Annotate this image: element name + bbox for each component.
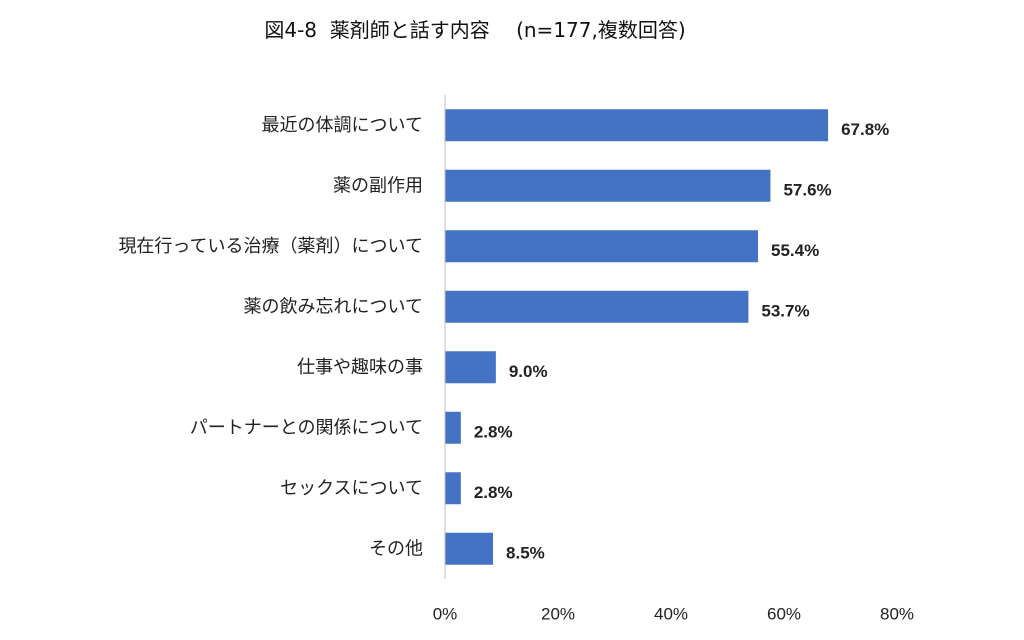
- category-label-6: セックスについて: [280, 478, 423, 499]
- bar-0: [445, 109, 829, 142]
- value-labels: 67.8% 57.6% 55.4% 53.7% 9.0% 2.8% 2.8% 8.5%: [474, 120, 889, 563]
- value-label-6: 2.8%: [474, 483, 513, 502]
- value-label-5: 2.8%: [474, 422, 513, 441]
- category-labels: 最近の体調について薬の副作用現在行っている治療（薬剤）について薬の飲み忘れについ…: [118, 115, 423, 560]
- value-label-1: 57.6%: [783, 180, 831, 199]
- value-label-3: 53.7%: [761, 301, 809, 320]
- x-tick-label-1: 20%: [541, 605, 575, 624]
- category-label-2: 現在行っている治療（薬剤）について: [118, 236, 423, 257]
- x-tick-label-2: 40%: [654, 605, 688, 624]
- value-label-2: 55.4%: [771, 241, 819, 260]
- bar-7: [445, 532, 494, 565]
- bar-4: [445, 351, 496, 384]
- category-label-5: パートナーとの関係について: [190, 417, 423, 438]
- bar-2: [445, 230, 759, 263]
- category-label-0: 最近の体調について: [262, 115, 423, 136]
- chart-title: 図4-8 薬剤師と話す内容 (n=177,複数回答): [264, 18, 686, 42]
- bars-layer: [445, 109, 829, 565]
- x-tick-label-0: 0%: [433, 605, 458, 624]
- category-label-4: 仕事や趣味の事: [297, 357, 423, 378]
- value-label-4: 9.0%: [509, 362, 548, 381]
- value-label-0: 67.8%: [841, 120, 889, 139]
- bar-6: [445, 472, 461, 505]
- bar-5: [445, 411, 461, 444]
- category-label-3: 薬の飲み忘れについて: [244, 296, 423, 317]
- value-label-7: 8.5%: [506, 543, 545, 562]
- x-tick-label-4: 80%: [880, 605, 914, 624]
- bar-3: [445, 290, 749, 323]
- category-label-7: その他: [369, 538, 423, 559]
- x-tick-label-3: 60%: [767, 605, 801, 624]
- category-label-1: 薬の副作用: [333, 175, 423, 196]
- bar-1: [445, 169, 771, 202]
- x-axis-ticks: 0% 20% 40% 60% 80%: [433, 605, 914, 624]
